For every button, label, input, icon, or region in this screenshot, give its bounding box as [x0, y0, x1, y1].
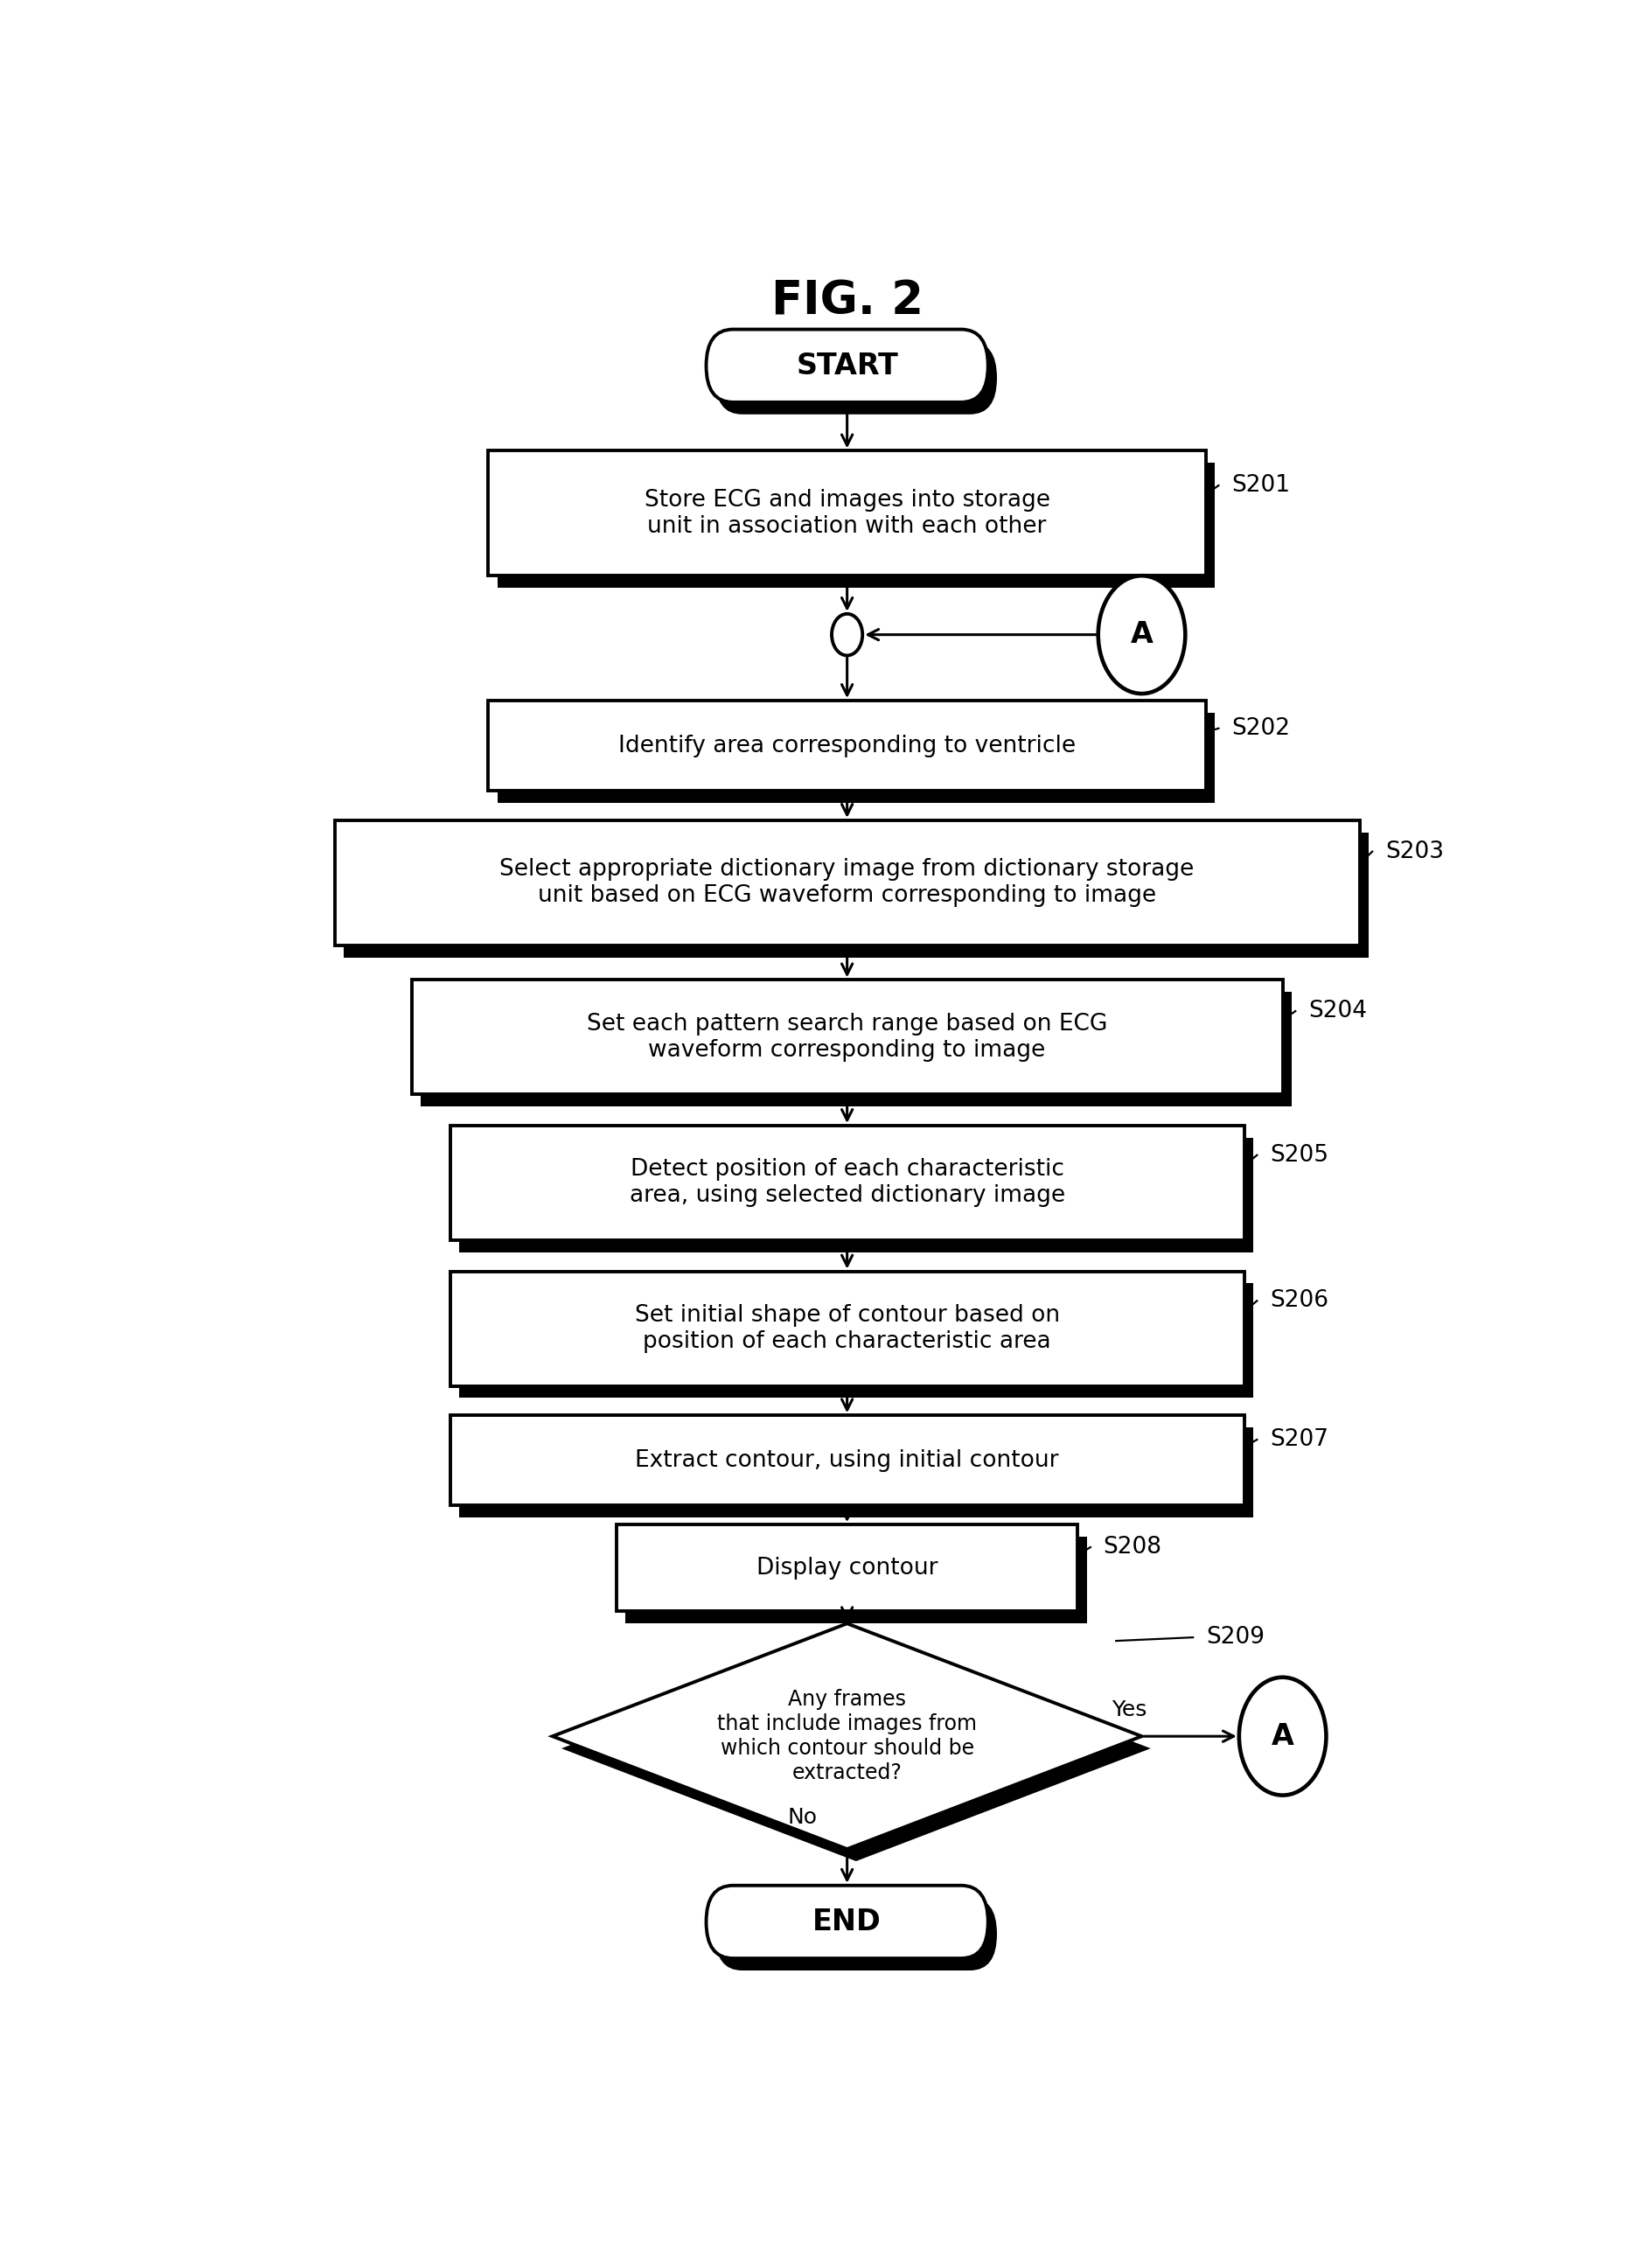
- FancyBboxPatch shape: [705, 1886, 988, 1958]
- Circle shape: [831, 613, 862, 656]
- Text: S205: S205: [1269, 1145, 1328, 1167]
- FancyBboxPatch shape: [715, 1897, 996, 1971]
- Bar: [449, 1126, 1244, 1239]
- Bar: [420, 991, 1290, 1106]
- Text: Any frames
that include images from
which contour should be
extracted?: Any frames that include images from whic…: [717, 1690, 976, 1782]
- Text: Extract contour, using initial contour: Extract contour, using initial contour: [634, 1449, 1059, 1471]
- Text: Detect position of each characteristic
area, using selected dictionary image: Detect position of each characteristic a…: [629, 1158, 1064, 1208]
- Text: S206: S206: [1269, 1289, 1328, 1311]
- Bar: [411, 980, 1282, 1095]
- FancyBboxPatch shape: [715, 342, 996, 415]
- Polygon shape: [552, 1624, 1142, 1850]
- Text: START: START: [796, 351, 897, 381]
- Text: A: A: [1130, 620, 1153, 649]
- Text: END: END: [813, 1908, 881, 1935]
- Bar: [497, 462, 1214, 588]
- Text: Set each pattern search range based on ECG
waveform corresponding to image: Set each pattern search range based on E…: [586, 1012, 1107, 1061]
- Text: S209: S209: [1206, 1627, 1264, 1649]
- Text: No: No: [786, 1807, 816, 1827]
- Text: A: A: [1270, 1721, 1294, 1751]
- Bar: [459, 1284, 1252, 1397]
- Text: FIG. 2: FIG. 2: [770, 279, 923, 324]
- Circle shape: [1239, 1676, 1325, 1796]
- Bar: [459, 1428, 1252, 1519]
- Text: S202: S202: [1231, 716, 1289, 739]
- Bar: [344, 831, 1368, 958]
- Text: Display contour: Display contour: [757, 1557, 937, 1579]
- Text: S201: S201: [1231, 473, 1289, 498]
- Bar: [459, 1138, 1252, 1253]
- Text: S208: S208: [1104, 1537, 1161, 1559]
- Text: Store ECG and images into storage
unit in association with each other: Store ECG and images into storage unit i…: [644, 489, 1049, 538]
- Text: S203: S203: [1384, 840, 1442, 863]
- Text: Identify area corresponding to ventricle: Identify area corresponding to ventricle: [618, 734, 1075, 757]
- Circle shape: [1097, 577, 1184, 694]
- Bar: [489, 451, 1206, 577]
- Bar: [449, 1415, 1244, 1505]
- Polygon shape: [562, 1636, 1150, 1861]
- Text: S207: S207: [1269, 1428, 1328, 1451]
- Bar: [624, 1537, 1085, 1624]
- Text: Yes: Yes: [1110, 1699, 1146, 1721]
- Bar: [334, 820, 1358, 946]
- FancyBboxPatch shape: [705, 329, 988, 403]
- Bar: [489, 701, 1206, 791]
- Text: S204: S204: [1307, 1000, 1366, 1023]
- Bar: [497, 712, 1214, 802]
- Text: Set initial shape of contour based on
position of each characteristic area: Set initial shape of contour based on po…: [634, 1304, 1059, 1354]
- Bar: [449, 1271, 1244, 1386]
- Bar: [616, 1525, 1077, 1611]
- Text: Select appropriate dictionary image from dictionary storage
unit based on ECG wa: Select appropriate dictionary image from…: [499, 858, 1194, 908]
